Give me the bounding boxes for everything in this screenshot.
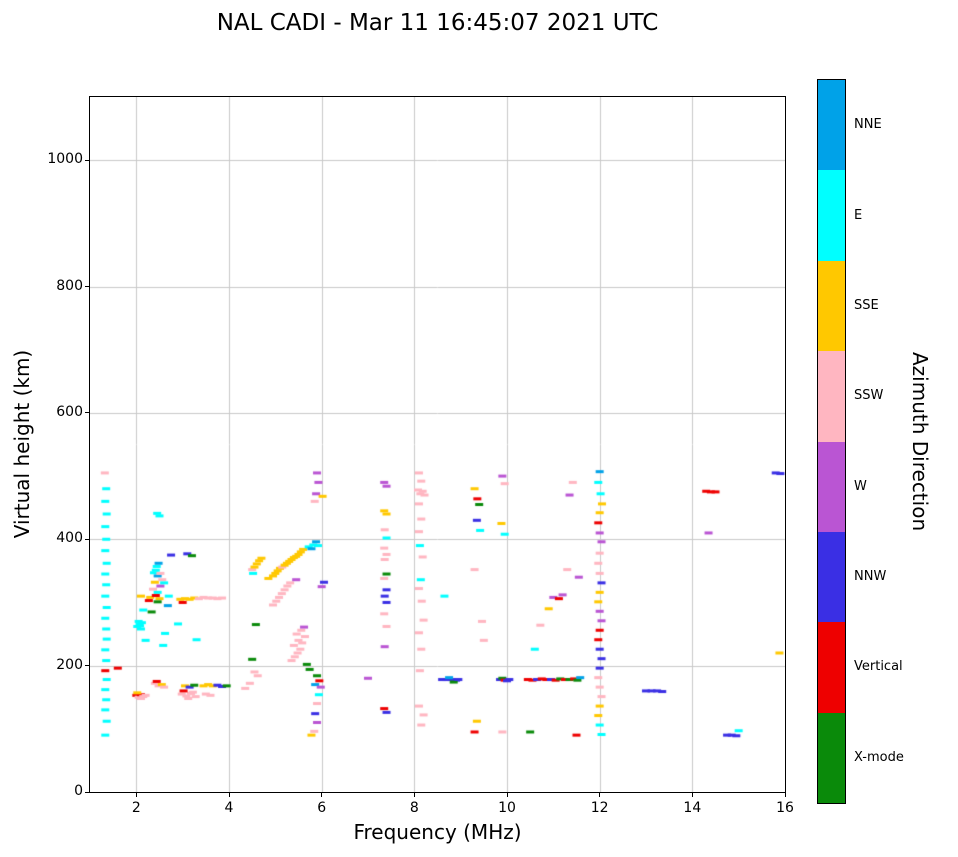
y-tick-label: 800 bbox=[56, 277, 83, 294]
colorbar-band-w bbox=[818, 441, 845, 532]
x-tick-mark bbox=[691, 793, 693, 797]
x-tick-mark bbox=[321, 793, 323, 797]
colorbar-band-x-mode bbox=[818, 712, 845, 803]
colorbar-label-sse: SSE bbox=[854, 297, 879, 313]
colorbar-label-nnw: NNW bbox=[854, 569, 887, 585]
y-tick-label: 0 bbox=[74, 783, 83, 799]
x-tick-label: 6 bbox=[317, 800, 327, 816]
colorbar-band-ssw bbox=[818, 351, 845, 442]
y-tick-mark bbox=[85, 791, 89, 793]
x-tick-mark bbox=[599, 793, 601, 797]
y-tick-mark bbox=[85, 665, 89, 667]
x-tick-label: 14 bbox=[683, 800, 702, 816]
colorbar-label-w: W bbox=[854, 478, 867, 494]
y-tick-label: 200 bbox=[56, 656, 83, 673]
plot-area bbox=[89, 96, 786, 793]
x-tick-label: 12 bbox=[590, 800, 609, 816]
x-tick-label: 2 bbox=[131, 800, 141, 816]
y-tick-mark bbox=[85, 286, 89, 288]
azimuth-colorbar bbox=[817, 79, 846, 804]
x-tick-mark bbox=[784, 793, 786, 797]
x-axis-label: Frequency (MHz) bbox=[353, 820, 522, 844]
y-tick-mark bbox=[85, 538, 89, 540]
x-tick-label: 10 bbox=[498, 800, 516, 816]
colorbar-label-nne: NNE bbox=[854, 117, 882, 133]
y-tick-mark bbox=[85, 159, 89, 161]
colorbar-label-e: E bbox=[854, 207, 863, 223]
y-tick-label: 600 bbox=[56, 403, 83, 420]
colorbar-band-e bbox=[818, 170, 845, 261]
scatter-canvas bbox=[90, 97, 785, 792]
x-tick-label: 4 bbox=[224, 800, 234, 816]
y-tick-label: 400 bbox=[56, 530, 83, 547]
colorbar-band-sse bbox=[818, 260, 845, 352]
x-tick-mark bbox=[228, 793, 230, 797]
y-axis-label: Virtual height (km) bbox=[10, 349, 34, 539]
colorbar-band-vertical bbox=[818, 622, 845, 713]
colorbar-band-nne bbox=[818, 80, 845, 171]
x-tick-label: 8 bbox=[409, 800, 419, 816]
y-tick-mark bbox=[85, 412, 89, 414]
colorbar-axis-label: Azimuth Direction bbox=[908, 351, 932, 532]
x-tick-mark bbox=[135, 793, 137, 797]
chart-title: NAL CADI - Mar 11 16:45:07 2021 UTC bbox=[216, 10, 659, 36]
colorbar-label-x-mode: X-mode bbox=[854, 749, 904, 765]
x-tick-mark bbox=[506, 793, 508, 797]
colorbar-label-vertical: Vertical bbox=[854, 659, 903, 675]
colorbar-label-ssw: SSW bbox=[854, 388, 884, 404]
y-tick-label: 1000 bbox=[47, 151, 83, 168]
colorbar-band-nnw bbox=[818, 531, 845, 623]
x-tick-label: 16 bbox=[776, 800, 794, 816]
x-tick-mark bbox=[413, 793, 415, 797]
colorbar-axis-label-wrap: Azimuth Direction bbox=[908, 80, 932, 803]
